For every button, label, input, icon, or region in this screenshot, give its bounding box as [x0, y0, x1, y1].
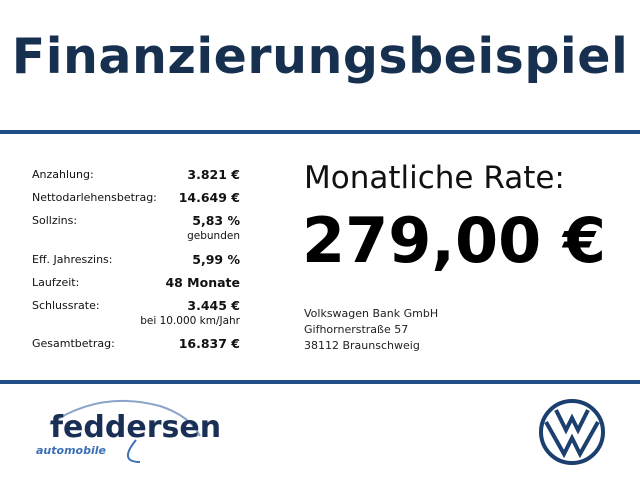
row-label: Nettodarlehensbetrag: [32, 191, 157, 204]
row-value: 3.821 € [187, 167, 240, 182]
row-label: Eff. Jahreszins: [32, 253, 113, 266]
row-value: 16.837 € [178, 336, 240, 351]
bank-line: 38112 Braunschweig [304, 339, 420, 352]
row-note: bei 10.000 km/Jahr [140, 315, 240, 327]
row-label: Anzahlung: [32, 168, 94, 181]
row-label: Gesamtbetrag: [32, 337, 115, 350]
row-label: Laufzeit: [32, 276, 80, 289]
row-value: 14.649 € [178, 190, 240, 205]
rate-value: 279,00 € [302, 204, 606, 277]
dealer-swoosh [49, 399, 201, 463]
bank-line: Volkswagen Bank GmbH [304, 307, 439, 320]
rate-label: Monatliche Rate: [304, 160, 565, 196]
row-label: Schlussrate: [32, 299, 100, 312]
row-value: 3.445 € [187, 298, 240, 313]
row-note: gebunden [187, 230, 240, 242]
bank-line: Gifhornerstraße 57 [304, 323, 409, 336]
dealer-name: feddersen [50, 410, 222, 445]
vw-logo [539, 399, 605, 465]
dealer-subtitle: automobile [36, 444, 106, 457]
row-value: 5,99 % [192, 252, 240, 267]
row-label: Sollzins: [32, 214, 78, 227]
title: Finanzierungsbeispiel [11, 28, 629, 85]
divider [0, 130, 640, 134]
row-value: 48 Monate [165, 275, 240, 290]
divider [0, 380, 640, 384]
row-value: 5,83 % [192, 213, 240, 228]
